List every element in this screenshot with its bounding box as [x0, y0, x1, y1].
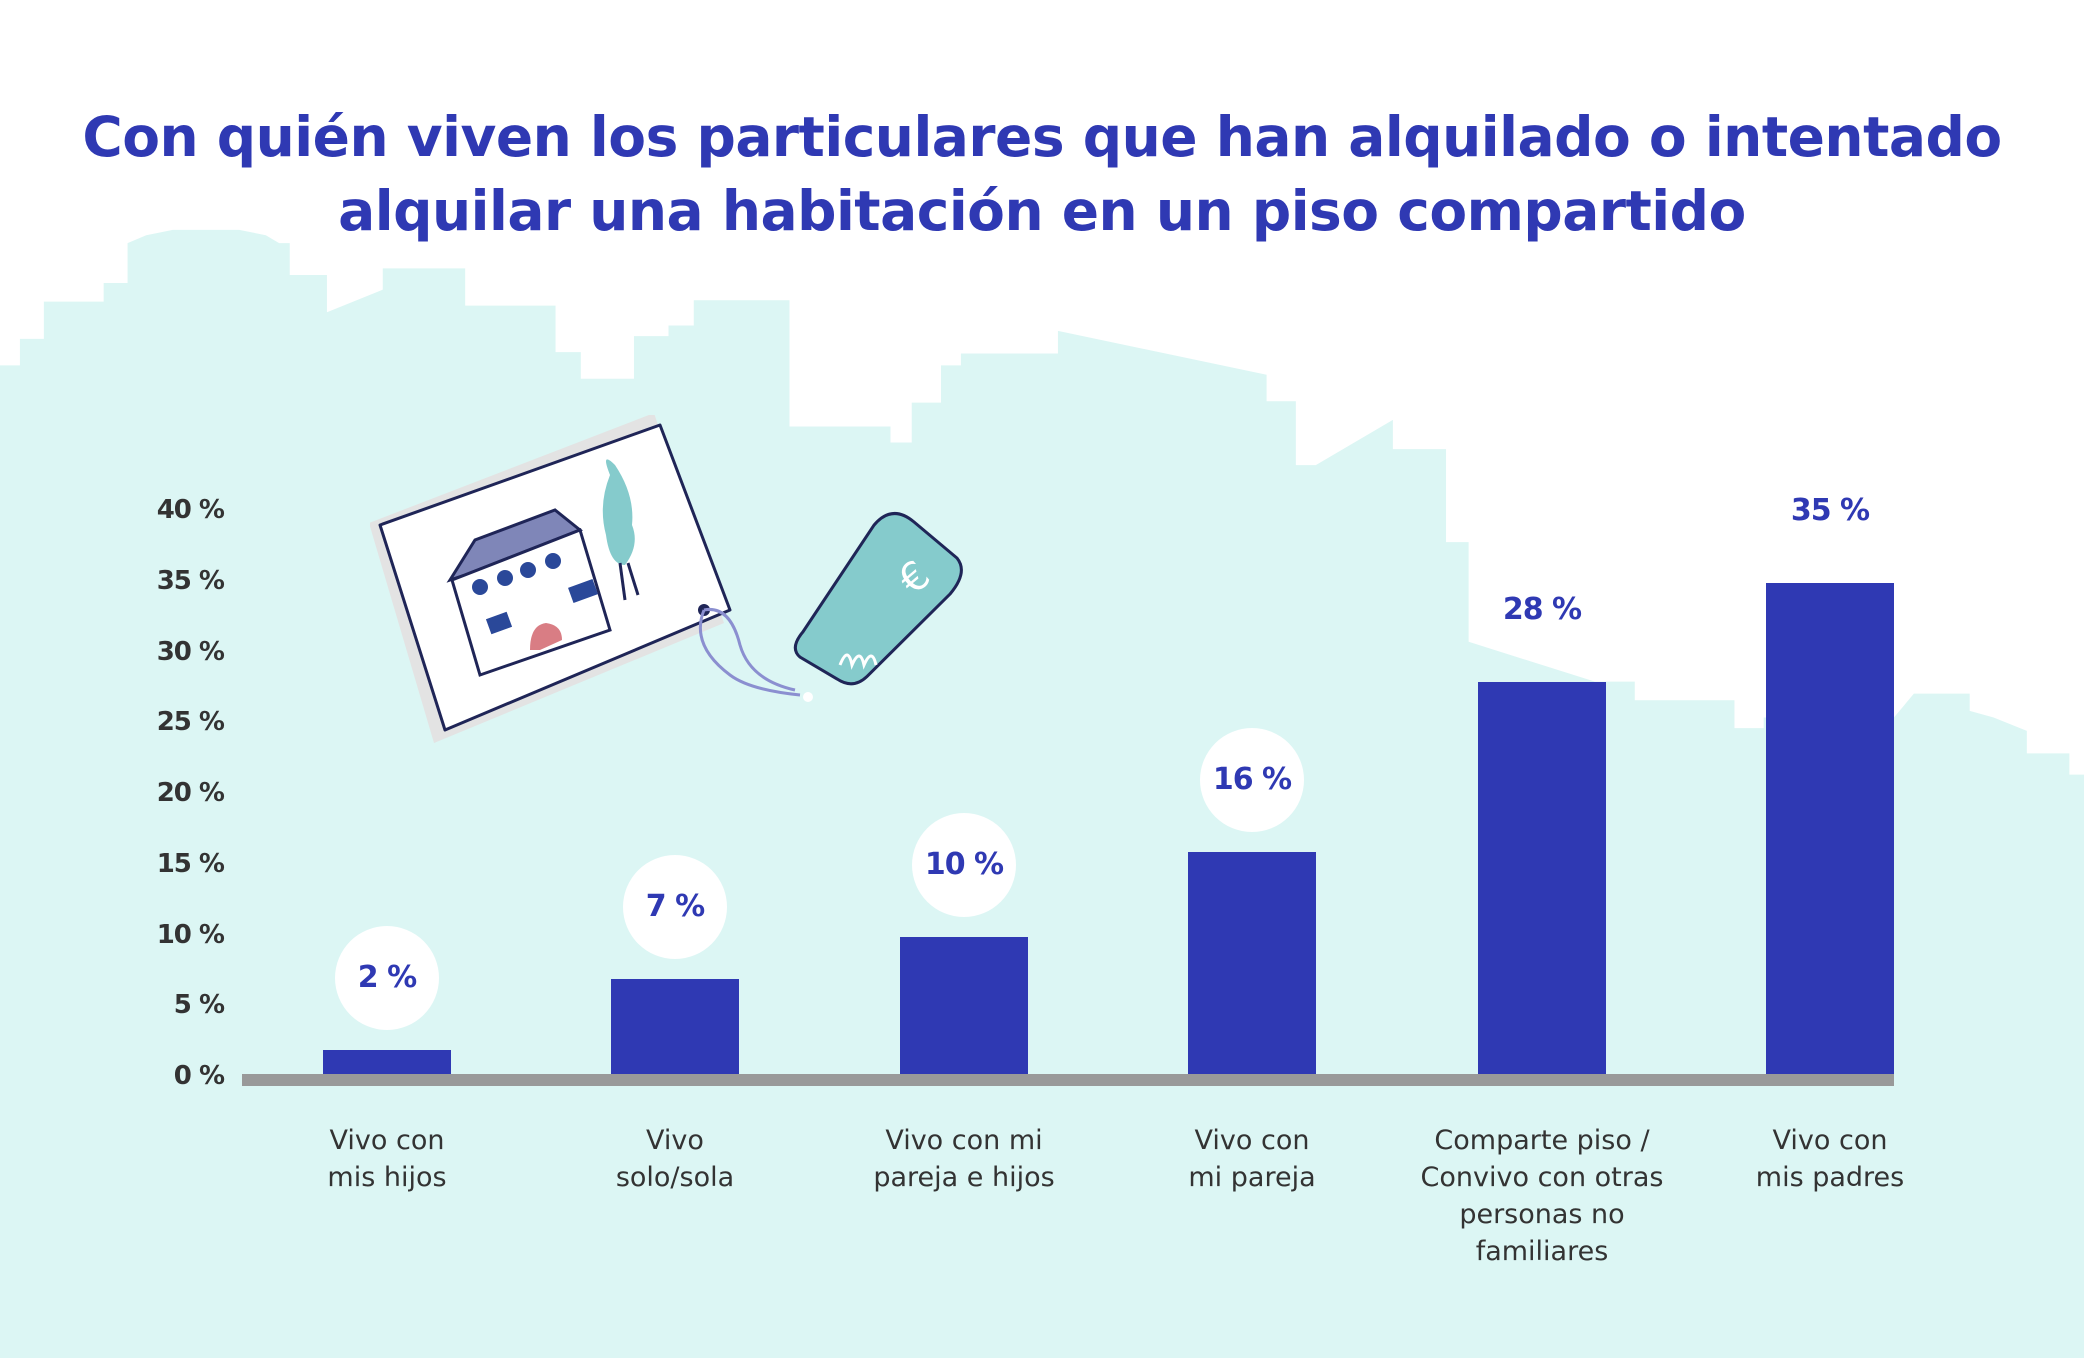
chart-title: Con quién viven los particulares que han… [0, 100, 2084, 248]
category-label-line: Vivo con [329, 1125, 445, 1156]
house-listing-with-price-tag-icon: € [370, 415, 963, 743]
category-label-line: solo/sola [615, 1162, 735, 1193]
category-label-line: personas no [1459, 1199, 1625, 1230]
y-tick-label: 5 % [173, 990, 225, 1021]
y-tick-label: 25 % [156, 707, 225, 738]
category-label-line: Convivo con otras [1420, 1162, 1664, 1193]
data-label: 2 % [335, 925, 439, 1030]
x-axis-baseline [242, 1074, 1894, 1086]
category-label: Vivo con mis padres [1700, 1122, 1960, 1196]
category-label-line: pareja e hijos [873, 1162, 1055, 1193]
category-label-line: Vivo con mi [885, 1125, 1043, 1156]
data-label: 16 % [1200, 727, 1304, 832]
category-label-line: mi pareja [1188, 1162, 1316, 1193]
category-label: Vivo con mi pareja e hijos [834, 1122, 1094, 1196]
bar [900, 936, 1028, 1078]
category-label-line: Vivo con [1772, 1125, 1888, 1156]
bar [1478, 681, 1606, 1078]
y-tick-label: 10 % [156, 919, 225, 950]
title-line-1: Con quién viven los particulares que han… [82, 105, 2002, 169]
category-label-line: mis padres [1755, 1162, 1905, 1193]
y-tick-label: 35 % [156, 565, 225, 596]
data-label: 35 % [1790, 493, 1870, 529]
category-label-line: Comparte piso / [1434, 1125, 1650, 1156]
category-label-line: mis hijos [327, 1162, 447, 1193]
category-label: Vivo con mi pareja [1122, 1122, 1382, 1196]
bar [323, 1049, 451, 1078]
bar [1188, 851, 1316, 1078]
bar [1766, 582, 1894, 1078]
y-tick-label: 40 % [156, 495, 225, 525]
category-label-line: familiares [1475, 1236, 1609, 1267]
category-label: Comparte piso / Convivo con otras personas… [1412, 1122, 1672, 1270]
y-tick-label: 30 % [156, 636, 225, 667]
category-label-line: Vivo [646, 1125, 704, 1156]
y-tick-label: 0 % [173, 1061, 225, 1091]
category-label: Vivo con mis hijos [257, 1122, 517, 1196]
y-tick-label: 15 % [156, 848, 225, 879]
category-label-line: Vivo con [1194, 1125, 1310, 1156]
data-label: 10 % [912, 812, 1016, 917]
data-label: 28 % [1502, 592, 1582, 628]
data-label: 7 % [623, 854, 727, 959]
title-line-2: alquilar una habitación en un piso compa… [338, 179, 1746, 243]
bar [611, 978, 739, 1078]
y-tick-label: 20 % [156, 778, 225, 808]
category-label: Vivo solo/sola [545, 1122, 805, 1196]
